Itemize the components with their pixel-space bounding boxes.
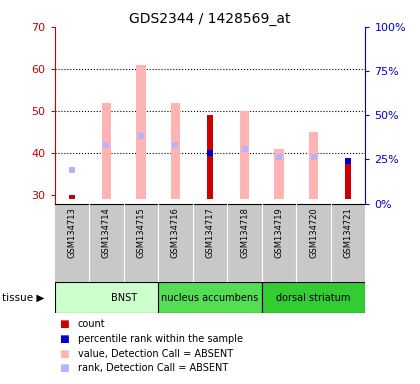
Bar xyxy=(240,111,249,199)
Text: GSM134721: GSM134721 xyxy=(344,207,353,258)
Text: ■: ■ xyxy=(59,334,68,344)
Text: ■: ■ xyxy=(59,349,68,359)
Bar xyxy=(102,103,111,199)
Text: GSM134717: GSM134717 xyxy=(205,207,215,258)
Bar xyxy=(309,132,318,199)
Bar xyxy=(262,282,365,313)
Text: GSM134714: GSM134714 xyxy=(102,207,111,258)
Text: GSM134715: GSM134715 xyxy=(136,207,145,258)
Bar xyxy=(171,103,180,199)
Text: nucleus accumbens: nucleus accumbens xyxy=(161,293,259,303)
Text: GSM134713: GSM134713 xyxy=(67,207,76,258)
Bar xyxy=(207,115,213,199)
Title: GDS2344 / 1428569_at: GDS2344 / 1428569_at xyxy=(129,12,291,26)
Text: count: count xyxy=(78,319,105,329)
Text: GSM134719: GSM134719 xyxy=(275,207,284,258)
Text: ■: ■ xyxy=(59,363,68,373)
Text: GSM134718: GSM134718 xyxy=(240,207,249,258)
Bar xyxy=(158,282,262,313)
Text: value, Detection Call = ABSENT: value, Detection Call = ABSENT xyxy=(78,349,233,359)
Bar xyxy=(136,65,146,199)
Text: BNST: BNST xyxy=(110,293,137,303)
Bar xyxy=(274,149,284,199)
Text: GSM134716: GSM134716 xyxy=(171,207,180,258)
Text: rank, Detection Call = ABSENT: rank, Detection Call = ABSENT xyxy=(78,363,228,373)
Bar xyxy=(55,282,193,313)
Text: tissue ▶: tissue ▶ xyxy=(2,293,45,303)
Bar xyxy=(345,161,351,199)
Text: dorsal striatum: dorsal striatum xyxy=(276,293,351,303)
Text: GSM134720: GSM134720 xyxy=(309,207,318,258)
Text: ■: ■ xyxy=(59,319,68,329)
Text: percentile rank within the sample: percentile rank within the sample xyxy=(78,334,243,344)
Bar xyxy=(69,195,75,199)
